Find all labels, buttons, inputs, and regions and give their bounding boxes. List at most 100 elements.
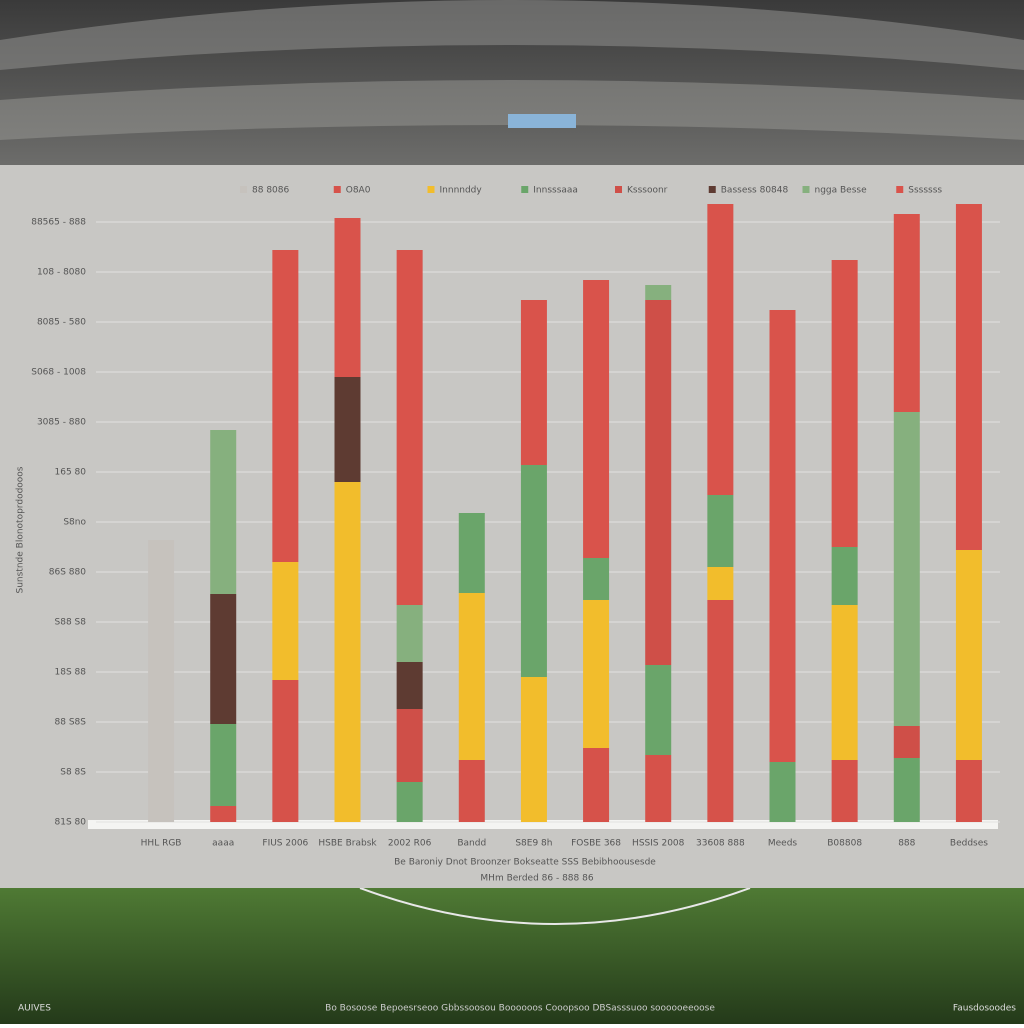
y-tick-label: 18S 88 [55,668,87,678]
x-tick-label: B08808 [827,839,862,849]
legend-label: Ksssoonr [627,186,668,196]
bar-segment [831,605,858,760]
bar-segment [334,482,361,822]
bar-segment [210,594,237,724]
x-tick-label: 2002 R06 [388,839,432,849]
y-tick-label: 81S 80 [55,818,87,828]
stand-roof [0,0,1024,70]
bar-segment [583,280,610,558]
bar-segment [955,760,982,822]
bar-segment [334,218,361,377]
legend-swatch [427,186,435,193]
bar-segment [396,782,423,822]
x-tick-label: HSSIS 2008 [632,839,685,849]
y-tick-label: S88 S8 [55,618,87,628]
bar-segment [458,593,485,760]
legend-label: O8A0 [346,186,371,196]
x-tick-label: Beddses [950,839,988,849]
legend-swatch [333,186,341,193]
bar-segment [955,204,982,550]
bar-segment [831,760,858,822]
bar-segment [583,748,610,822]
y-tick-label: 8085 - 580 [37,318,86,328]
bar-segment [210,724,237,806]
bar-segment [893,214,920,412]
x-tick-label: FIUS 2006 [262,839,308,849]
bar-segment [893,412,920,726]
legend-swatch [521,186,529,193]
bar-segment [645,285,672,300]
y-tick-label: 108 - 8080 [37,268,86,278]
x-tick-label: 33608 888 [696,839,745,849]
footer-right: Fausdosoodes [953,1004,1016,1014]
bar-segment [769,762,796,822]
bar-segment [210,430,237,594]
bar-segment [583,558,610,600]
y-tick-label: 86S 880 [49,568,86,578]
footer-center: Bo Bosoose Bepoesrseoo Gbbssoosou Booooo… [325,1004,715,1014]
bar-segment [272,250,299,562]
bar-segment [707,600,734,822]
y-tick-label: 165 80 [55,468,87,478]
bar-segment [458,760,485,822]
x-tick-label: S8E9 8h [515,839,552,849]
y-tick-label: S068 - 1008 [31,368,86,378]
bar-segment [831,547,858,605]
bar-segment [334,377,361,482]
bar-segment [520,300,547,465]
bar-segment [458,513,485,593]
x-tick-label: HHL RGB [141,839,182,849]
bar-segment [396,662,423,709]
legend-label: Innnnddy [440,186,483,196]
bar-segment [210,806,237,822]
x-tick-label: aaaa [212,839,234,849]
y-tick-label: 88 S8S [55,718,87,728]
y-tick-label: S8no [63,518,86,528]
bar-segment [583,600,610,748]
pitch-line [359,887,751,925]
baseline [88,820,998,829]
bar-segment [520,465,547,677]
bar-segment [769,310,796,762]
x-tick-label: HSBE Brabsk [318,839,377,849]
caption: MHm Berded 86 - 888 86 [480,874,593,884]
bar-segment [831,260,858,547]
bar-segment [645,665,672,755]
legend-label: 88 8086 [252,186,289,196]
y-axis-title: Sunstnde Blonotoprdodooos [16,466,26,593]
bar-segment [893,758,920,822]
bar-segment [148,540,175,822]
y-tick-label: S8 8S [60,768,86,778]
bar-segment [645,300,672,665]
footer-left: AUIVES [18,1004,51,1014]
bar-segment [272,562,299,680]
bar-segment [396,250,423,605]
legend-swatch [615,186,622,193]
bar-segment [645,755,672,822]
y-tick-label: 3085 - 880 [37,418,86,428]
bar-segment [893,726,920,758]
bar-segment [272,680,299,822]
bar-segment [520,677,547,822]
legend-swatch [708,186,716,193]
legend-label: ngga Besse [815,186,868,196]
legend-swatch [802,186,810,193]
legend-label: Innsssaaa [533,186,578,196]
bar-segment [707,567,734,600]
bar-segment [396,605,423,662]
x-tick-label: Bandd [457,839,486,849]
scoreboard [508,114,576,128]
x-tick-label: FOSBE 368 [571,839,621,849]
x-tick-label: 888 [898,839,915,849]
legend-swatch [240,186,247,193]
bar-segment [707,495,734,567]
bar-segment [955,550,982,760]
x-tick-label: Meeds [768,839,798,849]
bar-segment [396,709,423,782]
legend-label: Sssssss [908,186,942,196]
caption: Be Baroniy Dnot Broonzer Bokseatte SSS B… [394,858,656,868]
y-tick-label: 88565 - 888 [31,218,86,228]
legend-label: Bassess 80848 [721,186,789,196]
bar-segment [707,204,734,495]
